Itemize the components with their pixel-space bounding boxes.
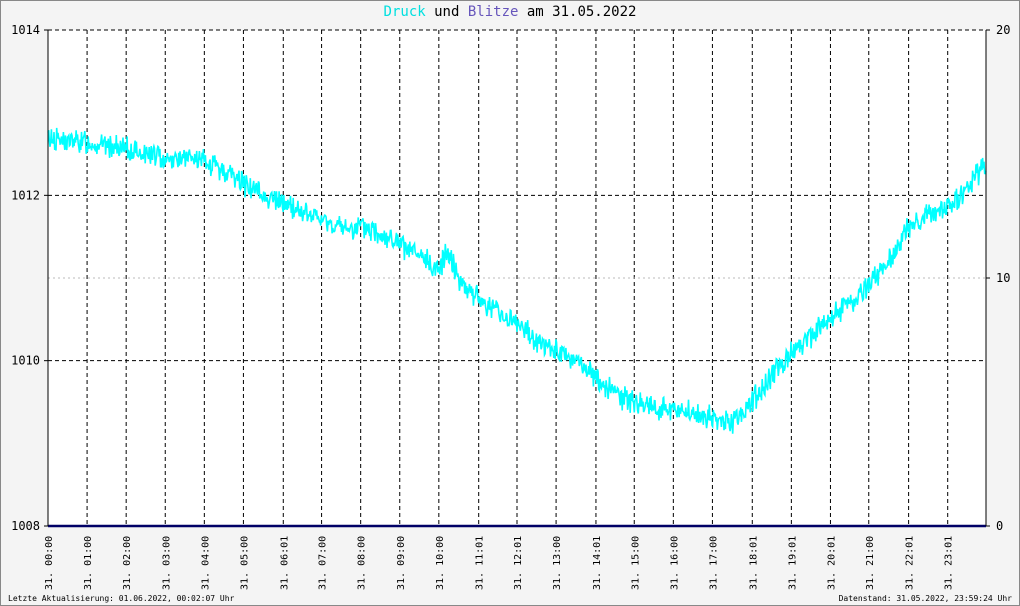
x-tick-label: 31. 13:00 [552, 536, 563, 590]
x-tick-label: 31. 00:00 [44, 536, 55, 590]
x-tick-label: 31. 08:00 [357, 536, 368, 590]
x-tick-label: 31. 20:01 [826, 536, 837, 590]
y-right-tick-label: 0 [996, 519, 1003, 533]
footer-last-update: Letzte Aktualisierung: 01.06.2022, 00:02… [8, 594, 235, 603]
x-tick-label: 31. 02:00 [122, 536, 133, 590]
y-right-tick-label: 20 [996, 23, 1010, 37]
title-series-pressure: Druck [383, 4, 426, 20]
footer-data-state: Datenstand: 31.05.2022, 23:59:24 Uhr [838, 594, 1012, 603]
plot-area: 1008 1010 1012 1014 0 10 20 31. 00:00 31. 01:00 3… [11, 23, 1010, 590]
x-tick-label: 31. 22:01 [905, 536, 916, 590]
x-tick-label: 31. 03:00 [161, 536, 172, 590]
y-left-tick-label: 1008 [11, 519, 40, 533]
x-tick-label: 31. 23:01 [944, 536, 955, 590]
x-tick-label: 31. 10:00 [435, 536, 446, 590]
x-tick-label: 31. 01:00 [83, 536, 94, 590]
x-tick-label: 31. 21:00 [865, 536, 876, 590]
y-left-tick-label: 1010 [11, 354, 40, 368]
x-tick-label: 31. 15:00 [630, 536, 641, 590]
y-right-tick-label: 10 [996, 271, 1010, 285]
x-tick-label: 31. 12:01 [513, 536, 524, 590]
x-tick-label: 31. 09:00 [396, 536, 407, 590]
title-series-lightning: Blitze [467, 4, 519, 20]
y-left-tick-label: 1014 [11, 23, 40, 37]
title-joiner: und [425, 4, 468, 20]
x-tick-label: 31. 07:00 [318, 536, 329, 590]
pressure-series-line [47, 127, 987, 434]
x-tick-label: 31. 05:00 [239, 536, 250, 590]
x-tick-label: 31. 19:01 [787, 536, 798, 590]
x-tick-label: 31. 14:01 [592, 536, 603, 590]
y-left-tick-label: 1012 [11, 188, 40, 202]
x-tick-label: 31. 06:01 [279, 536, 290, 590]
title-date: 31.05.2022 [552, 4, 637, 20]
x-tick-label: 31. 17:00 [708, 536, 719, 590]
x-tick-label: 31. 18:01 [748, 536, 759, 590]
x-tick-label: 31. 11:01 [475, 536, 486, 590]
x-tick-label: 31. 16:00 [669, 536, 680, 590]
title-date-prefix: am [518, 4, 553, 20]
x-tick-label: 31. 04:00 [200, 536, 211, 590]
chart-title: Druck und Blitze am 31.05.2022 [0, 4, 1020, 20]
